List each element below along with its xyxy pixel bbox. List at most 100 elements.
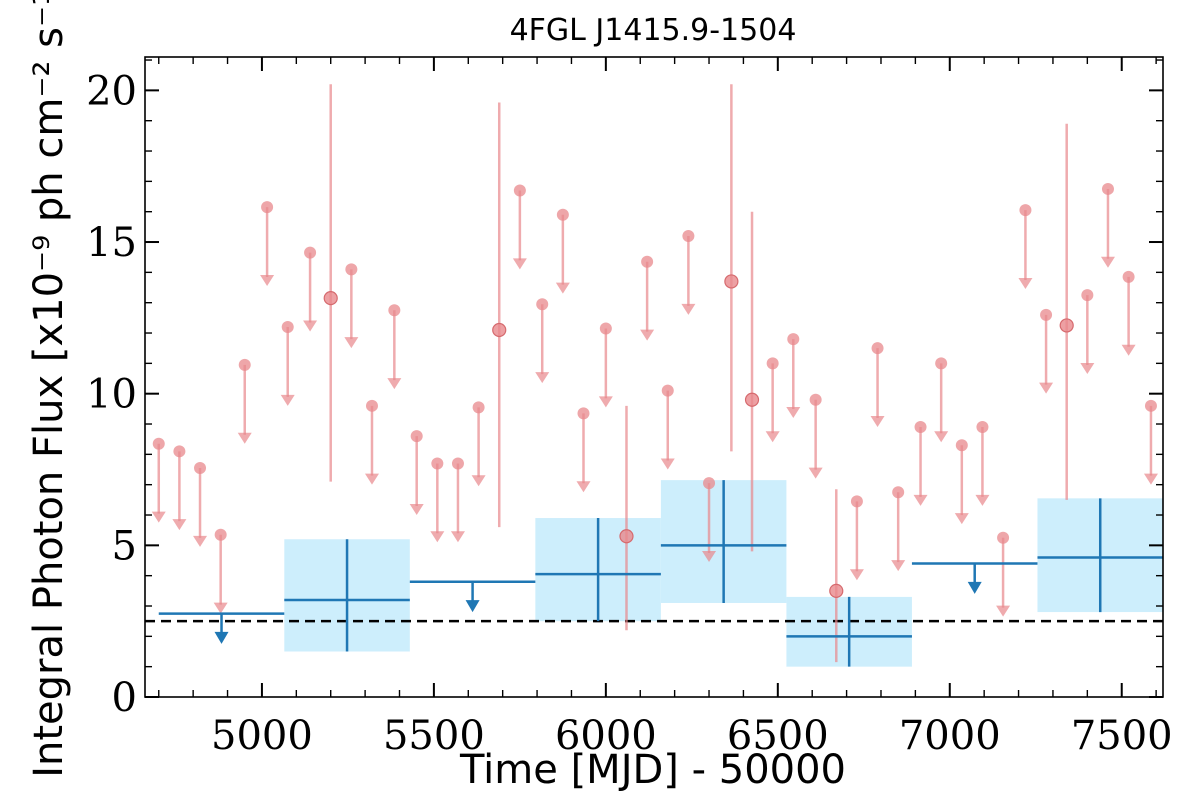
x-tick-label: 6500 (727, 713, 829, 759)
x-tick-label: 6000 (555, 713, 657, 759)
data-point (513, 184, 526, 197)
data-point (850, 495, 863, 508)
data-point (194, 461, 207, 474)
data-point (914, 421, 927, 434)
data-point (536, 298, 549, 311)
data-point (323, 291, 338, 306)
upper-limit-arrow (786, 406, 801, 418)
data-point (1101, 182, 1114, 195)
upper-limit-arrow (849, 569, 864, 581)
upper-limit-arrow (280, 394, 295, 406)
data-point (431, 457, 444, 470)
coarse-series (158, 480, 1163, 667)
data-point (661, 384, 674, 397)
data-point (935, 357, 948, 370)
data-point (829, 583, 844, 598)
y-axis-label: Integral Photon Flux [x10⁻⁹ ph cm⁻² s⁻¹] (26, 0, 72, 778)
data-point (492, 322, 507, 338)
upper-limit-arrow (193, 535, 208, 547)
upper-limit-arrow (1143, 473, 1158, 485)
data-point (1019, 204, 1032, 217)
upper-limit-arrow (660, 458, 675, 470)
data-point (724, 274, 739, 289)
y-tick-label: 0 (112, 675, 137, 721)
data-point (472, 401, 485, 414)
upper-limit-arrow (640, 329, 655, 341)
data-point (766, 357, 779, 370)
data-point (744, 392, 760, 407)
data-point (577, 407, 590, 420)
upper-limit-arrow (975, 494, 990, 506)
data-point (955, 439, 968, 452)
data-point (599, 322, 612, 335)
upper-limit-arrow (364, 473, 379, 485)
fine-series (151, 84, 1158, 663)
y-tick-label: 10 (86, 372, 137, 418)
upper-limit-arrow (598, 396, 613, 408)
upper-limit-arrow (1018, 278, 1033, 290)
data-point (787, 333, 800, 346)
upper-limit-arrow (213, 602, 228, 614)
upper-limit-arrow (535, 372, 550, 384)
data-point (703, 477, 716, 490)
upper-limit-arrow (512, 258, 527, 270)
y-tick-label: 15 (86, 220, 137, 266)
upper-limit-arrow (1080, 362, 1095, 374)
data-point (238, 358, 251, 371)
upper-limit-arrow (913, 494, 928, 506)
chart-title: 4FGL J1415.9-1504 (510, 13, 797, 48)
data-point (682, 229, 695, 242)
upper-limit-arrow (430, 531, 445, 543)
upper-limit-arrow (303, 320, 318, 332)
upper-limit-arrow (344, 337, 359, 349)
upper-limit-arrow (808, 467, 823, 479)
axes: 5000 5500 6000 6500 7000 7500 0 5 10 15 20 (86, 56, 1173, 759)
data-point (892, 486, 905, 499)
bin-upper-limit-arrow (214, 631, 229, 644)
upper-limit-arrow (237, 432, 252, 444)
upper-limit-arrow (681, 303, 696, 315)
y-tick-label: 5 (112, 523, 137, 569)
upper-limit-arrow (954, 513, 969, 525)
upper-limit-arrow (172, 519, 187, 531)
data-point (261, 201, 274, 214)
data-point (1040, 308, 1053, 321)
data-point (1144, 399, 1157, 412)
upper-limit-arrow (870, 416, 885, 428)
data-point (304, 246, 317, 259)
data-point (556, 208, 569, 221)
data-point (345, 263, 358, 276)
data-point (1122, 270, 1135, 283)
upper-limit-arrow (891, 560, 906, 572)
x-tick-label: 7000 (899, 713, 1001, 759)
data-point (809, 393, 822, 406)
plot-frame (144, 56, 1164, 698)
data-point (388, 304, 401, 317)
upper-limit-arrow (450, 531, 465, 543)
x-axis-label: Time [MJD] - 50000 (459, 747, 846, 793)
upper-limit-arrow (409, 504, 424, 516)
data-point (281, 320, 294, 333)
x-tick-label: 7500 (1071, 713, 1173, 759)
upper-limit-arrow (1121, 344, 1136, 356)
upper-limit-arrow (471, 475, 486, 487)
data-point (619, 529, 634, 544)
data-point (173, 445, 186, 458)
data-point (1059, 318, 1074, 333)
upper-limit-arrow (576, 481, 591, 493)
data-point (365, 399, 378, 412)
upper-limit-arrow (1039, 382, 1054, 394)
upper-limit-arrow (151, 511, 166, 523)
data-point (152, 437, 165, 450)
upper-limit-arrow (934, 431, 949, 443)
y-tick-label: 20 (86, 68, 137, 114)
data-point (976, 421, 989, 434)
upper-limit-arrow (555, 282, 570, 294)
data-point (871, 342, 884, 355)
data-point (997, 531, 1010, 544)
data-point (1081, 289, 1094, 302)
data-point (451, 457, 464, 470)
upper-limit-arrow (765, 431, 780, 443)
upper-limit-arrow (1100, 256, 1115, 268)
